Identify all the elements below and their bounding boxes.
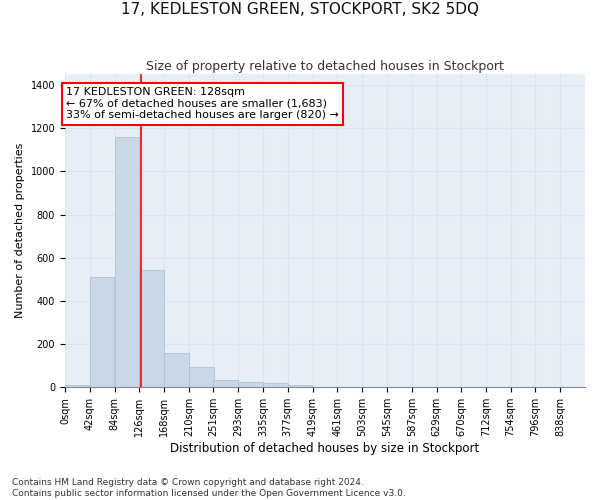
X-axis label: Distribution of detached houses by size in Stockport: Distribution of detached houses by size …	[170, 442, 479, 455]
Text: Contains HM Land Registry data © Crown copyright and database right 2024.
Contai: Contains HM Land Registry data © Crown c…	[12, 478, 406, 498]
Bar	[164, 353, 189, 388]
Y-axis label: Number of detached properties: Number of detached properties	[15, 143, 25, 318]
Bar	[65, 385, 89, 388]
Bar	[263, 383, 287, 388]
Text: 17 KEDLESTON GREEN: 128sqm
← 67% of detached houses are smaller (1,683)
33% of s: 17 KEDLESTON GREEN: 128sqm ← 67% of deta…	[66, 87, 339, 120]
Text: 17, KEDLESTON GREEN, STOCKPORT, SK2 5DQ: 17, KEDLESTON GREEN, STOCKPORT, SK2 5DQ	[121, 2, 479, 18]
Bar	[115, 137, 139, 388]
Bar	[139, 270, 164, 388]
Bar	[189, 368, 214, 388]
Title: Size of property relative to detached houses in Stockport: Size of property relative to detached ho…	[146, 60, 504, 73]
Bar	[238, 382, 263, 388]
Bar	[90, 277, 115, 388]
Bar	[214, 380, 238, 388]
Bar	[288, 385, 313, 388]
